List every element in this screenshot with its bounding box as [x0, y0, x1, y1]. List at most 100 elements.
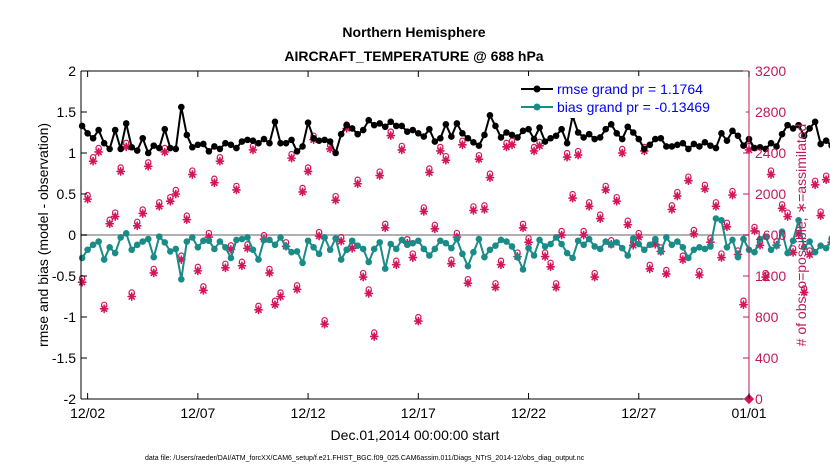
rmse-point: [541, 138, 549, 145]
obs-assimilated-point: [391, 260, 401, 270]
obs-assimilated-point: [761, 272, 770, 282]
obs-assimilated-point: [424, 168, 434, 177]
bias-point: [321, 234, 328, 241]
obs-assimilated-point: [353, 179, 363, 189]
obs-assimilated-point: [557, 230, 567, 240]
bias-point: [222, 244, 229, 251]
legend-bias-marker: [533, 103, 541, 111]
bias-point: [403, 241, 411, 249]
rmse-point: [178, 103, 185, 111]
y-right-tick-label: 3200: [755, 63, 786, 79]
obs-assimilated-point: [105, 219, 115, 229]
obs-assimilated-point: [375, 171, 385, 180]
bias-point: [238, 235, 246, 243]
bias-point: [492, 242, 499, 249]
rmse-point: [723, 137, 731, 144]
obs-assimilated-point: [336, 236, 346, 246]
bias-point: [784, 249, 791, 257]
bias-point: [282, 243, 290, 250]
rmse-point: [613, 130, 621, 137]
rmse-point: [139, 134, 147, 142]
bias-point: [359, 245, 367, 253]
obs-assimilated-point: [667, 204, 677, 214]
rmse-point: [679, 139, 687, 147]
rmse-point: [492, 122, 499, 130]
y-tick-label: -0.5: [52, 268, 76, 284]
bias-point: [822, 244, 830, 252]
rmse-point: [525, 125, 532, 133]
bias-point: [701, 245, 709, 253]
bias-point: [150, 253, 158, 261]
obs-assimilated-point: [380, 223, 390, 233]
rmse-point: [607, 121, 615, 128]
rmse-point: [211, 143, 218, 150]
rmse-point: [310, 134, 317, 142]
bias-point: [640, 246, 648, 254]
bias-point: [189, 234, 196, 241]
bias-point: [178, 275, 185, 283]
bias-point: [122, 230, 130, 237]
rmse-point: [133, 147, 141, 154]
bias-point: [200, 237, 207, 245]
obs-assimilated-point: [805, 250, 815, 259]
rmse-point: [685, 145, 692, 153]
obs-assimilated-point: [661, 269, 671, 279]
rmse-point: [563, 139, 571, 147]
obs-assimilated-point: [369, 332, 379, 341]
rmse-point: [778, 130, 786, 138]
rmse-point: [409, 126, 417, 134]
obs-assimilated-point: [287, 153, 296, 163]
obs-assimilated-point: [584, 201, 594, 211]
rmse-point: [200, 140, 207, 148]
rmse-point: [392, 122, 400, 130]
y-tick-label: 2: [68, 63, 76, 79]
bias-point: [139, 238, 147, 245]
rmse-point: [552, 132, 560, 140]
rmse-point: [266, 139, 273, 147]
rmse-point: [304, 119, 312, 126]
rmse-point: [707, 142, 714, 149]
rmse-point: [111, 126, 119, 134]
bias-point: [459, 250, 466, 258]
rmse-point: [784, 121, 791, 129]
bias-point: [674, 238, 681, 245]
bias-point: [679, 244, 687, 251]
obs-assimilated-point: [243, 243, 252, 253]
rmse-point: [233, 144, 240, 152]
bias-point: [569, 254, 576, 262]
obs-assimilated-point: [457, 140, 467, 150]
bias-point: [663, 234, 670, 241]
y-tick-label: 1.5: [57, 104, 77, 120]
bias-point: [255, 256, 262, 263]
rmse-point: [222, 139, 229, 147]
bias-point: [497, 236, 505, 244]
obs-assimilated-point: [568, 193, 578, 203]
bias-point: [216, 238, 224, 245]
rmse-point: [519, 127, 527, 135]
bias-point: [211, 245, 218, 253]
rmse-point: [84, 130, 91, 137]
bias-point: [205, 237, 213, 245]
obs-assimilated-point: [777, 203, 787, 213]
rmse-point: [652, 135, 659, 143]
bias-series: [78, 215, 830, 283]
bias-point: [376, 239, 384, 246]
obs-assimilated-point: [182, 215, 192, 225]
bias-point: [800, 244, 808, 251]
rmse-point: [646, 141, 654, 149]
bias-point: [266, 236, 273, 244]
bias-point: [729, 236, 736, 244]
y-tick-label: -2: [64, 391, 77, 407]
rmse-point: [100, 139, 108, 147]
y-right-tick-label: 0: [755, 391, 763, 407]
rmse-point: [690, 140, 698, 148]
rmse-point: [398, 122, 406, 130]
obs-assimilated-point: [419, 207, 429, 216]
rmse-point: [227, 141, 235, 149]
rmse-point: [817, 140, 824, 148]
obs-assimilated-point: [88, 156, 98, 166]
rmse-point: [78, 122, 86, 130]
obs-assimilated-point: [788, 248, 798, 257]
rmse-point: [387, 118, 395, 126]
obs-assimilated-point: [689, 229, 699, 239]
